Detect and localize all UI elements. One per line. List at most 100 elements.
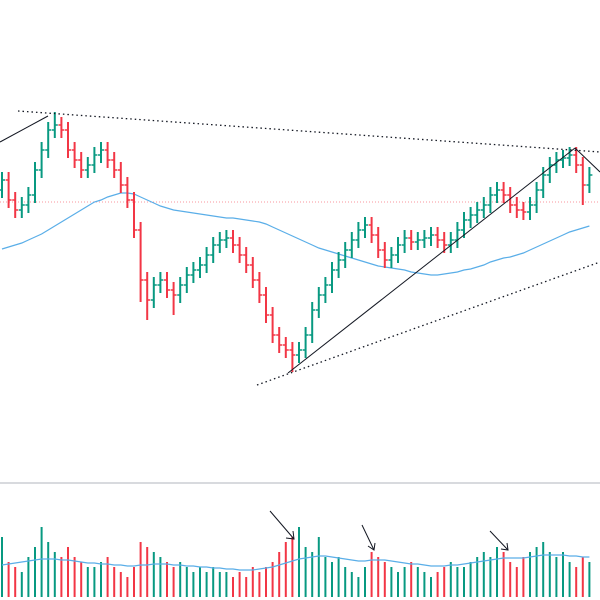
volume-bar [304, 547, 307, 597]
trend-line [0, 115, 49, 143]
volume-bar [34, 547, 36, 597]
arrows [269, 510, 509, 551]
volume-bar [548, 552, 551, 597]
volume-bar [515, 567, 518, 597]
trend-line [17, 110, 600, 153]
volume-bar [271, 562, 274, 597]
arrow [361, 524, 375, 551]
volume-bar [423, 572, 426, 597]
volume-bar [166, 562, 168, 597]
volume-bar [331, 562, 333, 597]
volume-bar [218, 572, 221, 597]
volume-bar [449, 562, 452, 597]
volume-bar [53, 552, 56, 597]
volume-bar [298, 527, 300, 597]
volume-average [1, 554, 590, 571]
volume-bar [430, 577, 432, 597]
volume-bar [317, 537, 320, 597]
trend-line [287, 147, 576, 374]
volume-bar [410, 562, 413, 597]
volume-bar [20, 572, 23, 597]
volume-bar [337, 557, 340, 597]
volume-bar [119, 572, 122, 597]
volume-bar [245, 577, 248, 597]
volume-bar [232, 577, 234, 597]
volume-bar [568, 562, 571, 597]
volume-bar [185, 567, 188, 597]
arrow-head [285, 530, 295, 540]
volume-bar [324, 557, 327, 597]
volume-bar [73, 557, 76, 597]
volume-bar [456, 567, 459, 597]
volume-bar [146, 547, 149, 597]
arrow [269, 510, 295, 540]
volume-bar [529, 552, 531, 597]
volume-bar [350, 572, 353, 597]
volume-bar [489, 557, 492, 597]
volume-bar [291, 537, 294, 597]
volume-bar [1, 537, 3, 597]
volume-bar [14, 567, 17, 597]
volume-bar [575, 567, 578, 597]
volume-bar [542, 542, 545, 597]
volume-bar [40, 527, 43, 597]
volume-bar [581, 557, 584, 597]
volume-bar [284, 542, 287, 597]
volume-bar [476, 557, 479, 597]
volume-bar [93, 567, 96, 597]
volume-bar [47, 542, 50, 597]
volume-bar [502, 552, 505, 597]
volume-bar [192, 572, 195, 597]
volume-bar [311, 552, 314, 597]
volume-bar [357, 577, 360, 597]
trend-line [256, 261, 600, 386]
volume-bar [225, 572, 228, 597]
volume-bar [67, 547, 69, 597]
volume-bar [397, 572, 399, 597]
volume-bar [7, 562, 10, 597]
volume-bar [113, 567, 116, 597]
volume-bar [463, 567, 465, 597]
volume-bar [469, 562, 472, 597]
volume-bar [443, 567, 446, 597]
volume-bar [139, 542, 142, 597]
volume-bar [416, 567, 419, 597]
volume-bar [588, 562, 591, 597]
volume-bar [278, 552, 281, 597]
arrow-head [500, 542, 509, 551]
volume-bar [179, 562, 182, 597]
volume-bar [126, 577, 129, 597]
volume-bar [106, 557, 109, 597]
volume-bar [80, 562, 83, 597]
volume-bar [562, 552, 564, 597]
volume-bar [152, 552, 155, 597]
volume-bar [133, 567, 135, 597]
volume-bar [212, 567, 215, 597]
volume-bar [100, 562, 102, 597]
volume-bar [238, 572, 241, 597]
volume-bar [403, 567, 406, 597]
volume-bar [344, 567, 347, 597]
volume-bar [251, 567, 254, 597]
volume-bar [60, 557, 63, 597]
moving-average [1, 192, 590, 276]
volume-bar [86, 567, 89, 597]
volume-bar [258, 572, 261, 597]
volume-bar [509, 562, 512, 597]
volume-bar [199, 567, 201, 597]
trend-line [574, 147, 600, 173]
volume-bar [555, 557, 558, 597]
volume-bar [205, 572, 208, 597]
volume-bar [482, 552, 485, 597]
volume-bar [370, 552, 373, 597]
volume-bar [377, 557, 380, 597]
volume-bar [172, 567, 175, 597]
volume-bar [364, 567, 366, 597]
volume-bar [436, 572, 439, 597]
volume-bar [27, 557, 30, 597]
arrow-head [367, 542, 376, 551]
arrow [489, 530, 509, 551]
volume-bar [265, 567, 267, 597]
